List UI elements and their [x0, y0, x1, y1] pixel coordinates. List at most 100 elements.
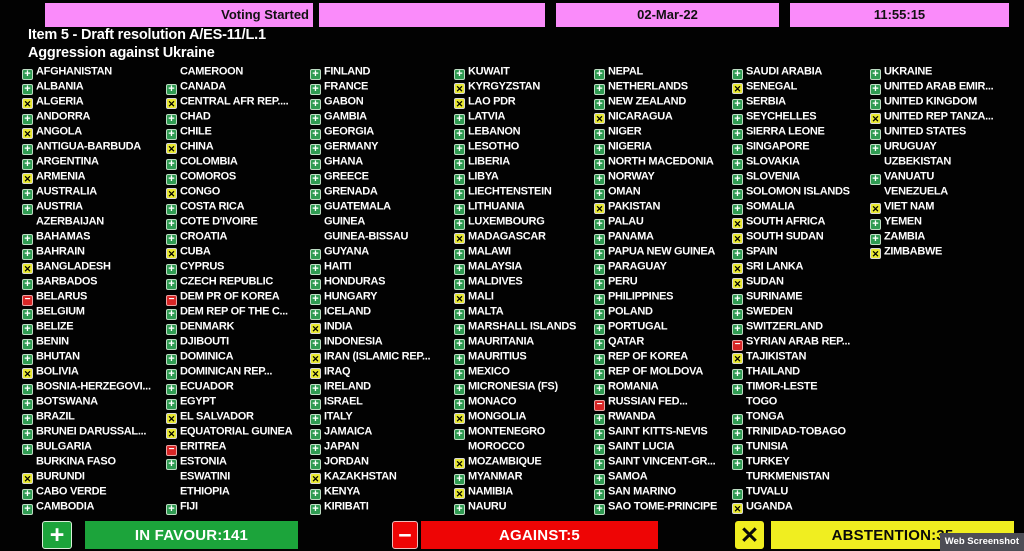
country-row: + BOTSWANA	[22, 394, 166, 410]
vote-abstain-icon: ✕	[22, 473, 33, 484]
country-row: + DJIBOUTI	[166, 334, 310, 350]
country-name: CAMEROON	[180, 65, 243, 78]
vote-yes-icon: +	[870, 219, 881, 230]
country-row: ✕ SOUTH SUDAN	[732, 229, 870, 244]
country-name: BRUNEI DARUSSAL...	[36, 425, 147, 438]
country-name: RUSSIAN FED...	[608, 395, 688, 408]
country-row: + SWITZERLAND	[732, 319, 870, 335]
country-row: ✕ SENEGAL	[732, 79, 870, 94]
vote-yes-icon: +	[594, 504, 605, 515]
vote-yes-icon: +	[22, 114, 33, 125]
vote-yes-icon: +	[732, 189, 743, 200]
vote-no-icon: −	[166, 295, 177, 306]
country-row: + FRANCE	[310, 79, 454, 95]
country-name: SWITZERLAND	[746, 320, 823, 333]
country-name: ERITREA	[180, 440, 227, 453]
vote-yes-icon: +	[166, 339, 177, 350]
country-name: MALAWI	[468, 245, 511, 258]
country-name: NETHERLANDS	[608, 80, 688, 93]
vote-yes-icon: +	[166, 174, 177, 185]
country-row: ✕ KAZAKHSTAN	[310, 469, 454, 484]
country-name: REP OF KOREA	[608, 350, 688, 363]
country-name: SAN MARINO	[608, 485, 676, 498]
country-row: + TUVALU	[732, 484, 870, 500]
country-name: GERMANY	[324, 140, 379, 153]
in-favour-count-bar: IN FAVOUR:141	[85, 521, 298, 549]
country-row: + ISRAEL	[310, 394, 454, 410]
vote-abstain-icon: ✕	[870, 113, 881, 124]
country-row: − SYRIAN ARAB REP...	[732, 334, 870, 351]
country-name: NAURU	[468, 500, 507, 513]
vote-abstain-icon: ✕	[22, 128, 33, 139]
country-name: NIGER	[608, 125, 642, 138]
vote-yes-icon: +	[594, 444, 605, 455]
vote-yes-icon: +	[732, 459, 743, 470]
country-row: + KUWAIT	[454, 64, 594, 80]
vote-abstain-icon: ✕	[594, 113, 605, 124]
vote-yes-icon: +	[166, 354, 177, 365]
vote-yes-icon: +	[594, 144, 605, 155]
country-row: CAMEROON	[166, 64, 310, 79]
country-name: YEMEN	[884, 215, 922, 228]
country-name: LUXEMBOURG	[468, 215, 545, 228]
vote-yes-icon: +	[594, 294, 605, 305]
country-row: + CROATIA	[166, 229, 310, 245]
country-row: ✕ NAMIBIA	[454, 484, 594, 499]
vote-yes-icon: +	[310, 69, 321, 80]
country-row: + ALBANIA	[22, 79, 166, 95]
country-row: + BAHAMAS	[22, 229, 166, 245]
country-name: BURKINA FASO	[36, 455, 116, 468]
vote-yes-icon: +	[166, 384, 177, 395]
vote-yes-icon: +	[310, 189, 321, 200]
country-name: KENYA	[324, 485, 360, 498]
vote-yes-icon: +	[594, 84, 605, 95]
country-name: INDONESIA	[324, 335, 383, 348]
country-name: CAMBODIA	[36, 500, 95, 513]
country-name: HUNGARY	[324, 290, 378, 303]
vote-abstain-icon: ✕	[22, 368, 33, 379]
vote-yes-icon: +	[594, 129, 605, 140]
country-row: + LATVIA	[454, 109, 594, 125]
country-row: + BRAZIL	[22, 409, 166, 425]
country-name: PAPUA NEW GUINEA	[608, 245, 716, 258]
vote-abstain-icon: ✕	[732, 353, 743, 364]
vote-yes-icon: +	[22, 399, 33, 410]
vote-abstain-icon: ✕	[166, 413, 177, 424]
vote-abstain-icon: ✕	[454, 293, 465, 304]
country-row: + SAO TOME-PRINCIPE	[594, 499, 732, 515]
country-row: ✕ PAKISTAN	[594, 199, 732, 214]
country-row: + ITALY	[310, 409, 454, 425]
country-name: ANTIGUA-BARBUDA	[36, 140, 141, 153]
country-row: + ARGENTINA	[22, 154, 166, 170]
country-row: ✕ KYRGYZSTAN	[454, 79, 594, 94]
vote-yes-icon: +	[454, 159, 465, 170]
vote-yes-icon: +	[594, 474, 605, 485]
vote-yes-icon: +	[594, 174, 605, 185]
time-display: 11:55:15	[790, 3, 1009, 27]
country-row: + ZAMBIA	[870, 229, 1022, 245]
country-row: + GUATEMALA	[310, 199, 454, 215]
vote-yes-icon: +	[454, 204, 465, 215]
vote-yes-icon: +	[870, 99, 881, 110]
country-row: + ROMANIA	[594, 379, 732, 395]
country-row: + MALAWI	[454, 244, 594, 260]
country-name: HONDURAS	[324, 275, 386, 288]
country-name: PANAMA	[608, 230, 654, 243]
vote-yes-icon: +	[22, 504, 33, 515]
country-row: − ERITREA	[166, 439, 310, 456]
vote-yes-icon: +	[454, 129, 465, 140]
country-name: SAINT KITTS-NEVIS	[608, 425, 708, 438]
country-name: GUINEA	[324, 215, 365, 228]
vote-yes-icon: +	[732, 429, 743, 440]
vote-yes-icon: +	[310, 99, 321, 110]
country-row: + JAPAN	[310, 439, 454, 455]
country-name: TUNISIA	[746, 440, 788, 453]
country-name: SOLOMON ISLANDS	[746, 185, 850, 198]
vote-yes-icon: +	[732, 384, 743, 395]
vote-abstain-icon: ✕	[454, 488, 465, 499]
country-name: MAURITANIA	[468, 335, 534, 348]
country-row: ✕ VIET NAM	[870, 199, 1022, 214]
country-row: + LIECHTENSTEIN	[454, 184, 594, 200]
country-row: + SAINT KITTS-NEVIS	[594, 424, 732, 440]
vote-yes-icon: +	[454, 69, 465, 80]
